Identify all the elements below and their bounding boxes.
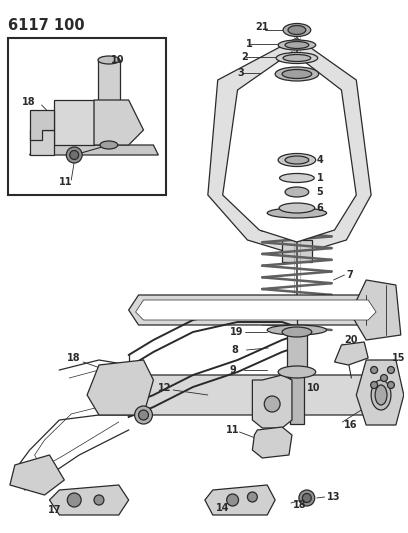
Text: 6117 100: 6117 100	[8, 18, 84, 33]
Text: 11: 11	[60, 177, 73, 187]
Polygon shape	[354, 280, 401, 340]
Text: 4: 4	[317, 155, 324, 165]
Text: 10: 10	[307, 383, 320, 393]
Ellipse shape	[279, 174, 314, 182]
Ellipse shape	[285, 156, 309, 164]
Text: 13: 13	[326, 492, 340, 502]
Text: 7: 7	[346, 270, 353, 280]
Text: 12: 12	[158, 383, 172, 393]
Ellipse shape	[67, 147, 82, 163]
Text: 21: 21	[255, 22, 269, 32]
Ellipse shape	[275, 67, 319, 81]
Polygon shape	[208, 38, 371, 255]
Text: 15: 15	[392, 353, 406, 363]
Ellipse shape	[388, 382, 395, 389]
Ellipse shape	[247, 492, 257, 502]
Ellipse shape	[279, 203, 315, 213]
Text: 16: 16	[344, 420, 358, 430]
Polygon shape	[30, 130, 54, 155]
Polygon shape	[253, 375, 292, 428]
Polygon shape	[98, 60, 120, 130]
Ellipse shape	[285, 42, 309, 49]
Text: 10: 10	[111, 55, 124, 65]
Ellipse shape	[264, 396, 280, 412]
Polygon shape	[119, 375, 376, 415]
Text: 11: 11	[226, 425, 239, 435]
Polygon shape	[104, 130, 114, 145]
Ellipse shape	[388, 367, 395, 374]
Bar	[290, 374, 304, 424]
Bar	[8, 38, 166, 195]
Text: 17: 17	[47, 505, 61, 515]
Ellipse shape	[226, 494, 239, 506]
Ellipse shape	[302, 494, 311, 503]
Polygon shape	[10, 455, 64, 495]
Ellipse shape	[276, 52, 318, 63]
Text: 8: 8	[232, 345, 238, 355]
Polygon shape	[87, 360, 153, 415]
Polygon shape	[94, 100, 144, 145]
Ellipse shape	[267, 208, 326, 218]
Ellipse shape	[278, 366, 316, 378]
Text: 3: 3	[237, 68, 244, 78]
Polygon shape	[356, 360, 404, 425]
Text: 18: 18	[22, 97, 35, 107]
Ellipse shape	[283, 23, 311, 36]
Text: 18: 18	[67, 353, 81, 363]
Polygon shape	[253, 427, 292, 458]
Ellipse shape	[381, 375, 388, 382]
Ellipse shape	[67, 493, 81, 507]
Text: 5: 5	[317, 187, 324, 197]
Ellipse shape	[139, 410, 149, 420]
Text: 19: 19	[230, 327, 243, 337]
Ellipse shape	[267, 325, 326, 335]
Ellipse shape	[94, 495, 104, 505]
Text: 20: 20	[344, 335, 358, 345]
Polygon shape	[205, 485, 275, 515]
Polygon shape	[223, 52, 356, 242]
Polygon shape	[30, 110, 54, 140]
Text: 9: 9	[230, 365, 236, 375]
Polygon shape	[54, 100, 94, 145]
Ellipse shape	[285, 187, 309, 197]
Ellipse shape	[100, 141, 118, 149]
Text: 6: 6	[317, 203, 324, 213]
Text: 18: 18	[293, 500, 306, 510]
Ellipse shape	[370, 367, 377, 374]
Text: 2: 2	[242, 52, 248, 62]
Polygon shape	[335, 342, 368, 365]
Ellipse shape	[283, 54, 311, 61]
Polygon shape	[49, 485, 129, 515]
Ellipse shape	[375, 385, 387, 405]
Polygon shape	[135, 300, 376, 320]
Ellipse shape	[299, 490, 315, 506]
Text: 1: 1	[317, 173, 324, 183]
Ellipse shape	[98, 56, 120, 64]
Ellipse shape	[278, 40, 316, 50]
Ellipse shape	[371, 380, 391, 410]
Ellipse shape	[282, 327, 312, 337]
Ellipse shape	[278, 154, 316, 166]
Ellipse shape	[282, 69, 312, 78]
Bar	[287, 332, 307, 372]
Ellipse shape	[70, 150, 79, 159]
Ellipse shape	[135, 406, 153, 424]
Polygon shape	[282, 240, 312, 262]
Ellipse shape	[370, 382, 377, 389]
Polygon shape	[129, 295, 381, 325]
Ellipse shape	[288, 26, 306, 35]
Polygon shape	[30, 145, 158, 155]
Text: 14: 14	[216, 503, 229, 513]
Text: 1: 1	[246, 39, 252, 49]
